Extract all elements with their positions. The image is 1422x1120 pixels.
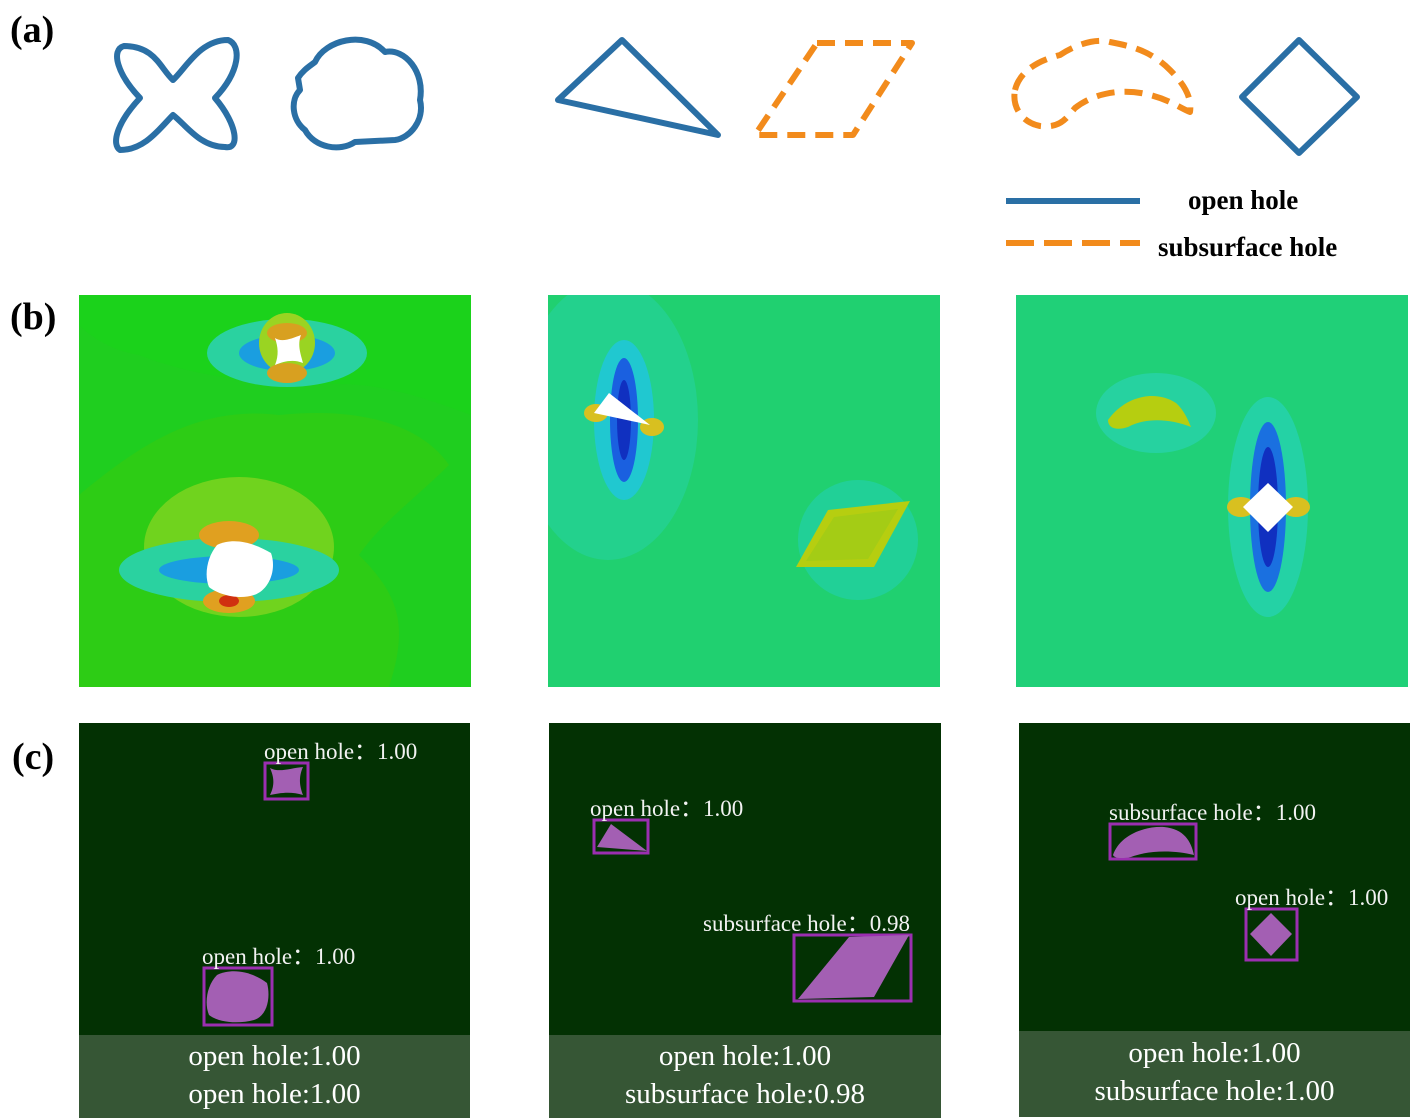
detection-label-1b: open hole：1.00: [202, 944, 356, 969]
detection-label-2b: subsurface hole：0.98: [703, 911, 910, 936]
detection-panel-1: open hole：1.00 open hole：1.00: [79, 723, 470, 1035]
detection-label-1a: open hole：1.00: [264, 739, 418, 764]
crescent-shape: [1011, 37, 1194, 130]
summary-line: open hole:1.00: [188, 1040, 361, 1072]
mask-3a: [1113, 826, 1194, 859]
hole-shapes-row: [113, 36, 1360, 246]
detection-summary-3: open hole:1.00 subsurface hole:1.00: [1019, 1031, 1410, 1117]
detection-panel-3: subsurface hole：1.00 open hole：1.00: [1019, 723, 1410, 1031]
stress-field-2: [548, 295, 940, 687]
mask-3b: [1250, 913, 1292, 956]
detection-box-1b: [202, 966, 274, 1027]
legend-subsurface-label: subsurface hole: [1158, 232, 1338, 262]
parallelogram-shape: [752, 40, 915, 138]
stress-field-1: [79, 295, 471, 687]
panel-label-b: (b): [10, 296, 57, 338]
detection-box-1a: [263, 761, 310, 801]
summary-line: subsurface hole:1.00: [1094, 1075, 1335, 1107]
detection-panel-2: open hole：1.00 subsurface hole：0.98: [549, 723, 941, 1035]
diamond-shape: [1239, 37, 1360, 156]
mask-1a: [270, 767, 303, 795]
panel-label-c: (c): [12, 736, 55, 778]
detection-label-2a: open hole：1.00: [590, 796, 744, 821]
summary-line: subsurface hole:0.98: [625, 1078, 865, 1110]
detection-summary-1: open hole:1.00 open hole:1.00: [79, 1035, 470, 1118]
detection-label-3b: open hole：1.00: [1235, 885, 1389, 910]
blob-shape: [290, 36, 424, 151]
summary-line: open hole:1.00: [1128, 1037, 1301, 1069]
detection-box-3a: [1108, 822, 1198, 861]
detection-label-3a: subsurface hole：1.00: [1109, 800, 1316, 825]
summary-line: open hole:1.00: [188, 1078, 361, 1110]
mask-1b: [206, 971, 269, 1023]
summary-line: open hole:1.00: [658, 1040, 832, 1072]
legend-open-label: open hole: [1188, 185, 1299, 215]
mask-2b: [798, 935, 909, 999]
four-lobed-star-shape: [113, 37, 240, 153]
panel-label-a: (a): [10, 9, 55, 51]
detection-box-3b: [1244, 907, 1299, 962]
stress-field-3: [1016, 295, 1408, 687]
detection-box-2b: [792, 933, 913, 1003]
mask-2a: [597, 824, 647, 851]
detection-summary-2: open hole:1.00 subsurface hole:0.98: [549, 1035, 941, 1118]
detection-box-2a: [592, 818, 650, 855]
triangle-shape: [555, 37, 721, 138]
